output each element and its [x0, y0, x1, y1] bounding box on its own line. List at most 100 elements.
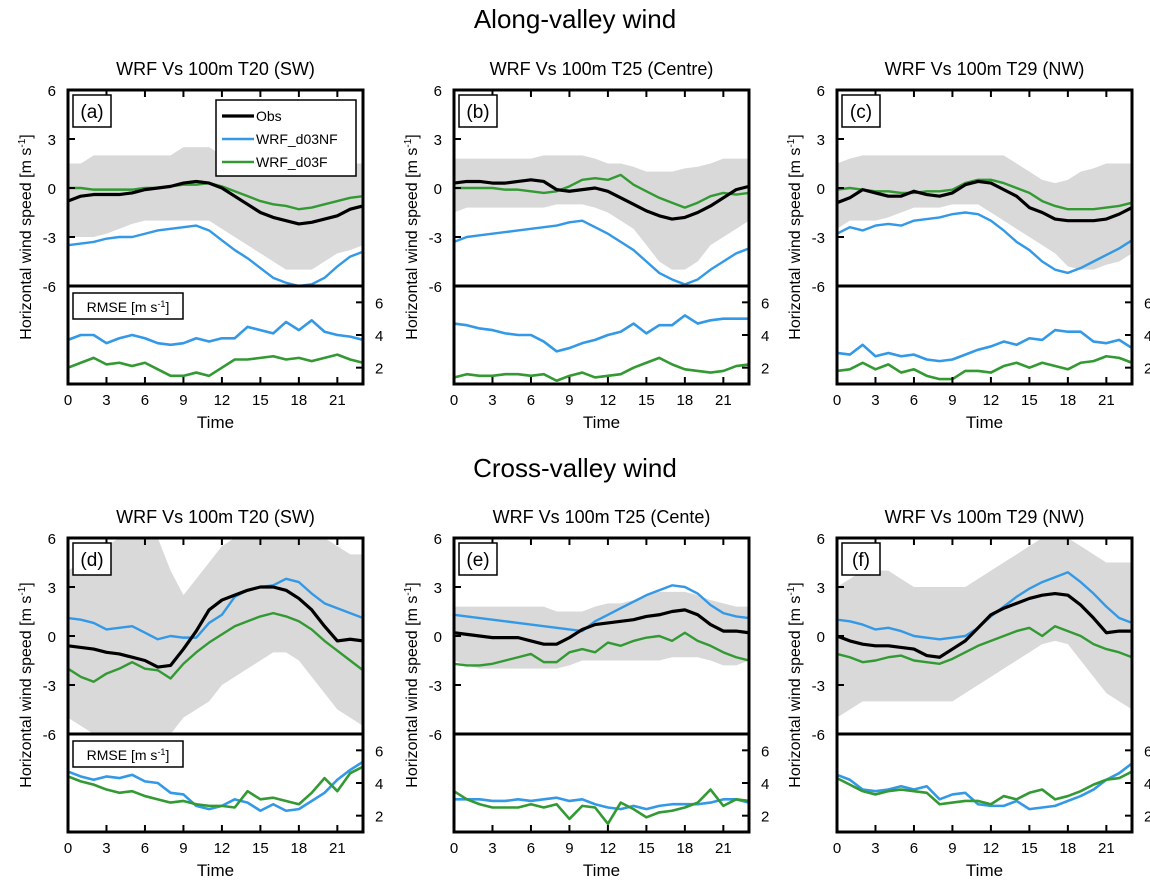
panel-label: (c): [850, 102, 872, 123]
rmse-y-tick-label: 4: [1144, 328, 1150, 345]
panels-group: WRF Vs 100m T20 (SW) -6 -3 0 3 6 2 4 6 0 3 6 9 12 15 18…: [17, 59, 1150, 880]
y-axis-label-end: ]: [787, 582, 804, 586]
series-line-wrf_d03f: [454, 631, 749, 667]
y-tick-label: 0: [817, 181, 825, 198]
x-tick-label: 6: [141, 840, 149, 857]
rmse-line-wrf_d03f: [453, 356, 750, 383]
y-tick-label: 3: [48, 132, 56, 149]
x-tick-label: 21: [329, 840, 346, 857]
y-axis-label-main: Horizontal wind speed [m s: [404, 596, 421, 788]
rmse-label-box: [72, 740, 184, 768]
rmse-y-tick-label: 2: [1144, 361, 1150, 378]
rmse-y-tick-label: 2: [761, 809, 769, 826]
x-tick-label: 15: [1021, 392, 1038, 409]
y-tick-label: -6: [812, 727, 825, 744]
rmse-line-wrf_d03nf: [836, 762, 1133, 811]
y-tick-label: 0: [48, 629, 56, 646]
series-line-wrf_d03nf: [68, 577, 363, 641]
legend-label-obs: Obs: [256, 108, 282, 124]
panel-label: (a): [80, 102, 103, 123]
y-tick-label: 0: [817, 629, 825, 646]
x-tick-label: 6: [910, 840, 918, 857]
legend-label-wrf_d03f: WRF_d03F: [256, 154, 328, 170]
y-tick-label: 6: [434, 83, 442, 100]
x-tick-label: 18: [1060, 840, 1077, 857]
x-tick-label: 0: [450, 840, 458, 857]
panel-label-box: [841, 94, 881, 128]
series-line-wrf_d03f: [454, 173, 749, 209]
panel-label: (b): [466, 102, 489, 123]
rmse-label-end: ]: [165, 747, 169, 763]
rmse-y-tick-label: 6: [375, 743, 383, 760]
panel-label-box: [458, 542, 498, 576]
x-axis-label: Time: [583, 861, 620, 880]
x-tick-label: 3: [102, 840, 110, 857]
x-tick-label: 12: [983, 392, 1000, 409]
x-tick-label: 9: [565, 392, 573, 409]
panel-label: (f): [852, 550, 870, 571]
x-tick-label: 12: [600, 840, 617, 857]
legend-label-wrf_d03nf: WRF_d03NF: [256, 131, 338, 147]
panel-b: WRF Vs 100m T25 (Centre) -6 -3 0 3 6 2 4 6 0 3 6 9 12…: [403, 59, 769, 432]
rmse-label: RMSE [m s-1]: [87, 299, 170, 315]
x-tick-label: 18: [677, 840, 694, 857]
y-axis-label-main: Horizontal wind speed [m s: [18, 148, 35, 340]
rmse-line-wrf_d03nf: [67, 319, 364, 347]
y-axis-label-main: Horizontal wind speed [m s: [404, 148, 421, 340]
rmse-y-tick-label: 2: [375, 809, 383, 826]
x-tick-label: 3: [488, 392, 496, 409]
y-tick-label: -6: [812, 279, 825, 296]
panel-d: WRF Vs 100m T20 (SW) -6 -3 0 3 6 2 4 6 0 3 6 9 12 15 18…: [17, 507, 383, 880]
rmse-y-tick-label: 2: [1144, 809, 1150, 826]
main-plot-area: [68, 538, 363, 734]
x-tick-label: 3: [871, 392, 879, 409]
rmse-line-wrf_d03nf: [453, 314, 749, 353]
y-tick-label: 0: [434, 629, 442, 646]
x-tick-label: 18: [677, 392, 694, 409]
rmse-label: RMSE [m s-1]: [87, 747, 170, 763]
y-axis-label-sup: -1: [17, 586, 28, 595]
y-tick-label: -6: [429, 727, 442, 744]
x-tick-label: 9: [179, 392, 187, 409]
panel-title: WRF Vs 100m T29 (NW): [885, 507, 1085, 527]
y-tick-label: -3: [43, 230, 56, 247]
x-tick-label: 21: [1098, 392, 1115, 409]
section-title-along-valley: Along-valley wind: [474, 4, 676, 34]
panel-label-box: [841, 542, 881, 576]
y-tick-label: 6: [48, 531, 56, 548]
x-tick-label: 18: [1060, 392, 1077, 409]
y-tick-label: -6: [43, 279, 56, 296]
x-tick-label: 12: [214, 392, 231, 409]
y-axis-label-end: ]: [18, 582, 35, 586]
series-line-obs: [837, 591, 1132, 659]
rmse-line-wrf_d03nf: [67, 760, 364, 813]
main-plot-area: [454, 584, 749, 669]
rmse-y-tick-label: 2: [761, 361, 769, 378]
y-axis-label-sup: -1: [786, 138, 797, 147]
y-tick-label: 6: [817, 531, 825, 548]
x-tick-label: 0: [833, 392, 841, 409]
spread-band: [68, 147, 363, 270]
panel-c: WRF Vs 100m T29 (NW) -6 -3 0 3 6 2 4 6 0 3 6 9 12 15 18…: [786, 59, 1150, 432]
y-tick-label: 3: [434, 580, 442, 597]
x-tick-label: 0: [64, 392, 72, 409]
series-line-obs: [68, 585, 363, 669]
y-tick-label: 3: [48, 580, 56, 597]
y-tick-label: 3: [817, 132, 825, 149]
main-plot-area: [837, 155, 1132, 275]
rmse-y-tick-label: 4: [761, 776, 769, 793]
y-axis-label: Horizontal wind speed [m s-1]: [403, 582, 421, 787]
rmse-y-tick-label: 6: [1144, 743, 1150, 760]
y-tick-label: 0: [434, 181, 442, 198]
y-tick-label: -3: [43, 678, 56, 695]
y-tick-label: -3: [429, 230, 442, 247]
x-tick-label: 0: [450, 392, 458, 409]
main-plot-area: [454, 155, 749, 286]
rmse-y-tick-label: 6: [1144, 295, 1150, 312]
y-axis-label-sup: -1: [17, 138, 28, 147]
y-axis-label-sup: -1: [403, 586, 414, 595]
y-tick-label: -3: [812, 230, 825, 247]
rmse-y-tick-label: 4: [1144, 776, 1150, 793]
y-tick-label: 0: [48, 181, 56, 198]
